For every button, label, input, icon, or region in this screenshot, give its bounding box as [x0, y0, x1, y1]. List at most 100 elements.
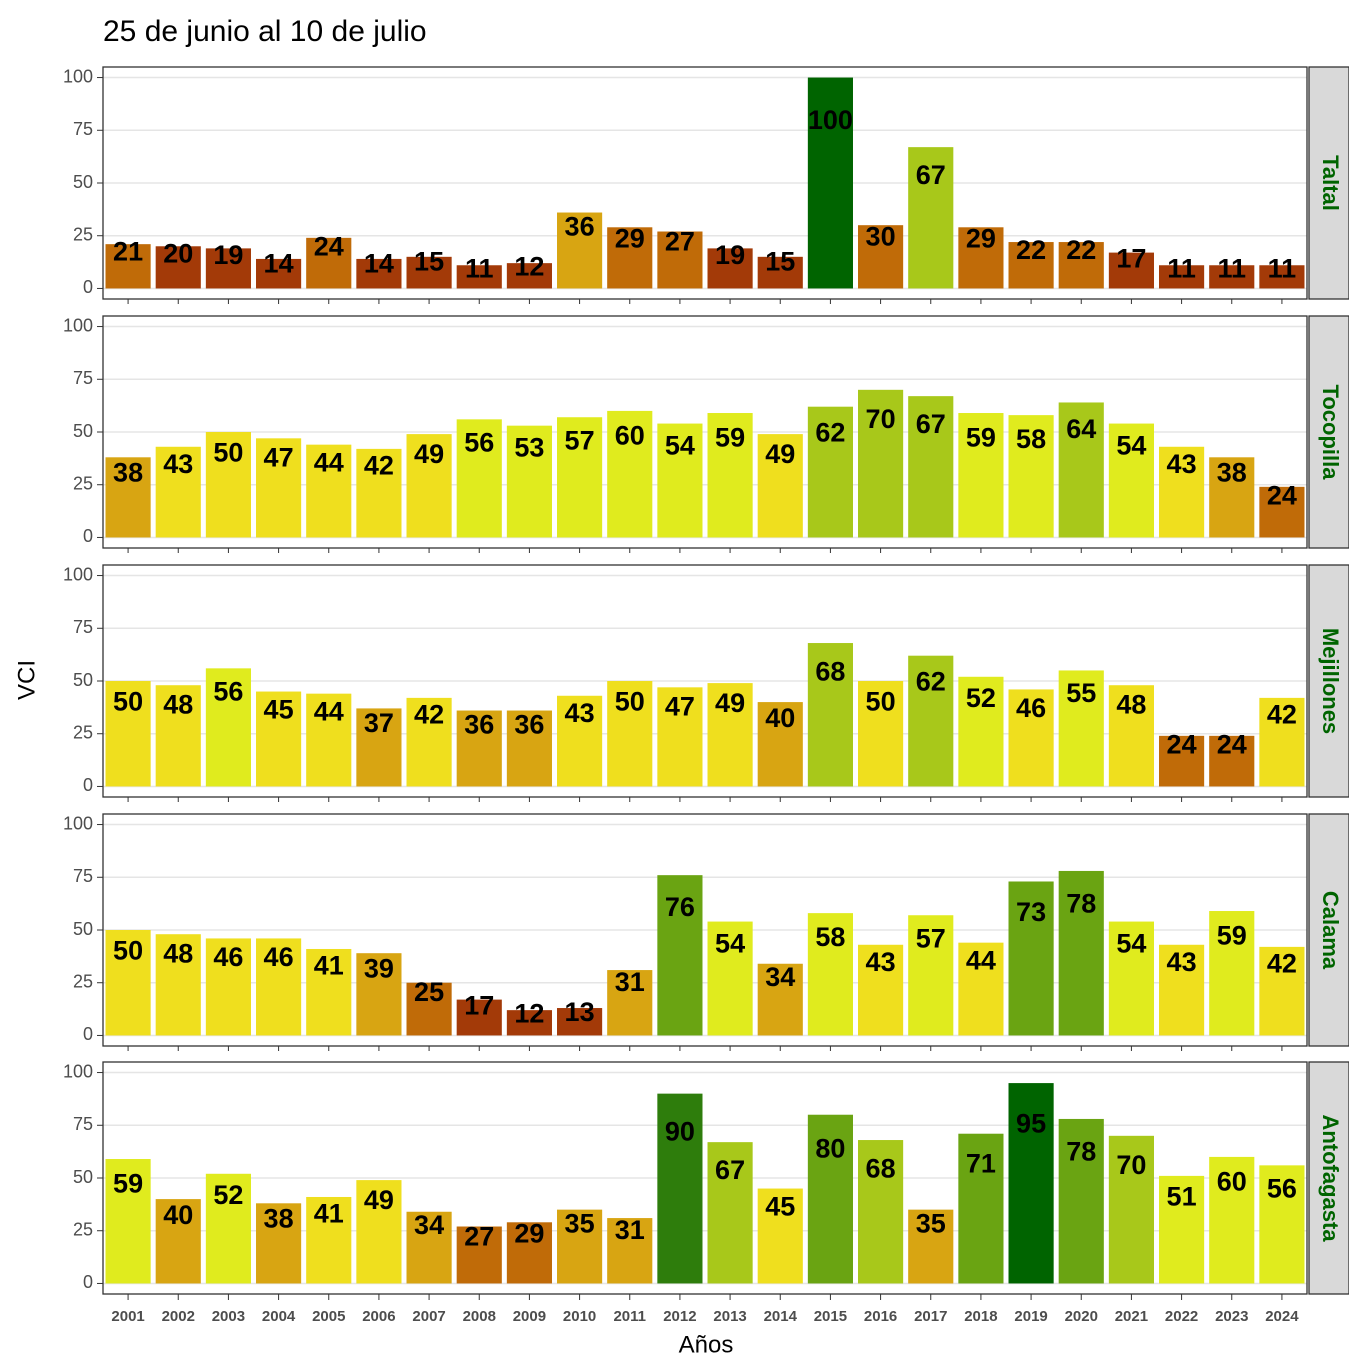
bar: [607, 970, 653, 1036]
value-label: 46: [1016, 693, 1046, 723]
value-label: 57: [565, 426, 595, 456]
x-tick-label: 2001: [111, 1308, 144, 1325]
value-label: 48: [163, 939, 193, 969]
value-label: 38: [1217, 457, 1247, 487]
value-label: 36: [514, 710, 544, 740]
bar: [1108, 252, 1154, 289]
bar: [858, 681, 904, 787]
bar: [1058, 870, 1104, 1036]
value-label: 48: [1116, 690, 1146, 720]
bar: [1259, 697, 1305, 787]
bar: [707, 1142, 753, 1284]
value-label: 31: [615, 967, 645, 997]
bar: [757, 1188, 803, 1284]
x-tick-label: 2016: [864, 1308, 897, 1325]
y-tick-label: 25: [73, 971, 93, 991]
y-tick-label: 100: [63, 315, 93, 335]
bar: [657, 1093, 703, 1284]
facet-label: Tocopilla: [1318, 385, 1343, 481]
value-label: 37: [364, 708, 394, 738]
bar: [607, 681, 653, 787]
bar: [858, 1140, 904, 1284]
y-tick-label: 75: [73, 617, 93, 637]
facet-strip: [1308, 1061, 1349, 1295]
bar: [707, 921, 753, 1036]
bar: [205, 248, 251, 289]
bar: [657, 231, 703, 289]
y-tick-label: 0: [83, 526, 93, 546]
bar: [958, 942, 1004, 1036]
value-label: 60: [615, 421, 645, 451]
value-label: 17: [464, 990, 494, 1020]
bar: [1259, 486, 1305, 538]
y-tick-label: 25: [73, 722, 93, 742]
value-label: 76: [665, 892, 695, 922]
x-tick-label: 2019: [1014, 1308, 1047, 1325]
value-label: 38: [113, 457, 143, 487]
facet-strip: [1308, 813, 1349, 1047]
bar: [506, 710, 552, 787]
facet-strip: [1308, 66, 1349, 300]
value-label: 43: [866, 947, 896, 977]
bar: [356, 448, 402, 538]
value-label: 49: [414, 439, 444, 469]
bar: [1058, 670, 1104, 787]
value-label: 17: [1116, 243, 1146, 273]
value-label: 35: [916, 1208, 946, 1238]
bar: [1108, 921, 1154, 1036]
bar: [807, 913, 853, 1036]
value-label: 51: [1167, 1182, 1197, 1212]
bar: [1108, 685, 1154, 787]
value-label: 56: [213, 676, 243, 706]
bar: [306, 948, 352, 1036]
value-label: 30: [866, 222, 896, 252]
bar: [456, 999, 502, 1036]
value-label: 24: [1167, 730, 1197, 760]
value-label: 50: [213, 437, 243, 467]
value-label: 58: [815, 922, 845, 952]
x-tick-label: 2008: [463, 1308, 496, 1325]
bar: [958, 676, 1004, 787]
bar: [506, 263, 552, 289]
panel-border: [102, 315, 1308, 549]
value-label: 34: [765, 962, 795, 992]
value-label: 12: [514, 252, 544, 282]
value-label: 14: [364, 248, 394, 278]
x-tick-label: 2017: [914, 1308, 947, 1325]
value-label: 43: [565, 698, 595, 728]
bar: [1209, 735, 1255, 787]
bar: [1159, 944, 1205, 1036]
panel-border: [102, 564, 1308, 798]
bar: [256, 1203, 302, 1284]
y-tick-label: 25: [73, 1219, 93, 1239]
bar: [1108, 1135, 1154, 1284]
bar: [205, 938, 251, 1036]
value-label: 24: [1217, 730, 1247, 760]
bar: [1259, 946, 1305, 1036]
y-tick-label: 100: [63, 813, 93, 833]
bar: [958, 1133, 1004, 1284]
value-label: 78: [1066, 1137, 1096, 1167]
value-label: 59: [1217, 920, 1247, 950]
value-label: 27: [665, 227, 695, 257]
bar: [807, 77, 853, 289]
value-label: 70: [866, 404, 896, 434]
value-label: 78: [1066, 889, 1096, 919]
value-label: 15: [765, 247, 795, 277]
bar: [256, 938, 302, 1036]
value-label: 54: [665, 431, 695, 461]
bar: [757, 702, 803, 787]
bar: [306, 693, 352, 787]
value-label: 19: [213, 240, 243, 270]
bar: [908, 655, 954, 787]
bar: [707, 413, 753, 538]
y-tick-label: 50: [73, 919, 93, 939]
bar: [607, 1218, 653, 1284]
bar: [1209, 911, 1255, 1036]
bar: [908, 1209, 954, 1284]
bar: [1008, 689, 1054, 787]
x-tick-label: 2014: [764, 1308, 798, 1325]
bar: [707, 683, 753, 787]
y-tick-label: 75: [73, 368, 93, 388]
